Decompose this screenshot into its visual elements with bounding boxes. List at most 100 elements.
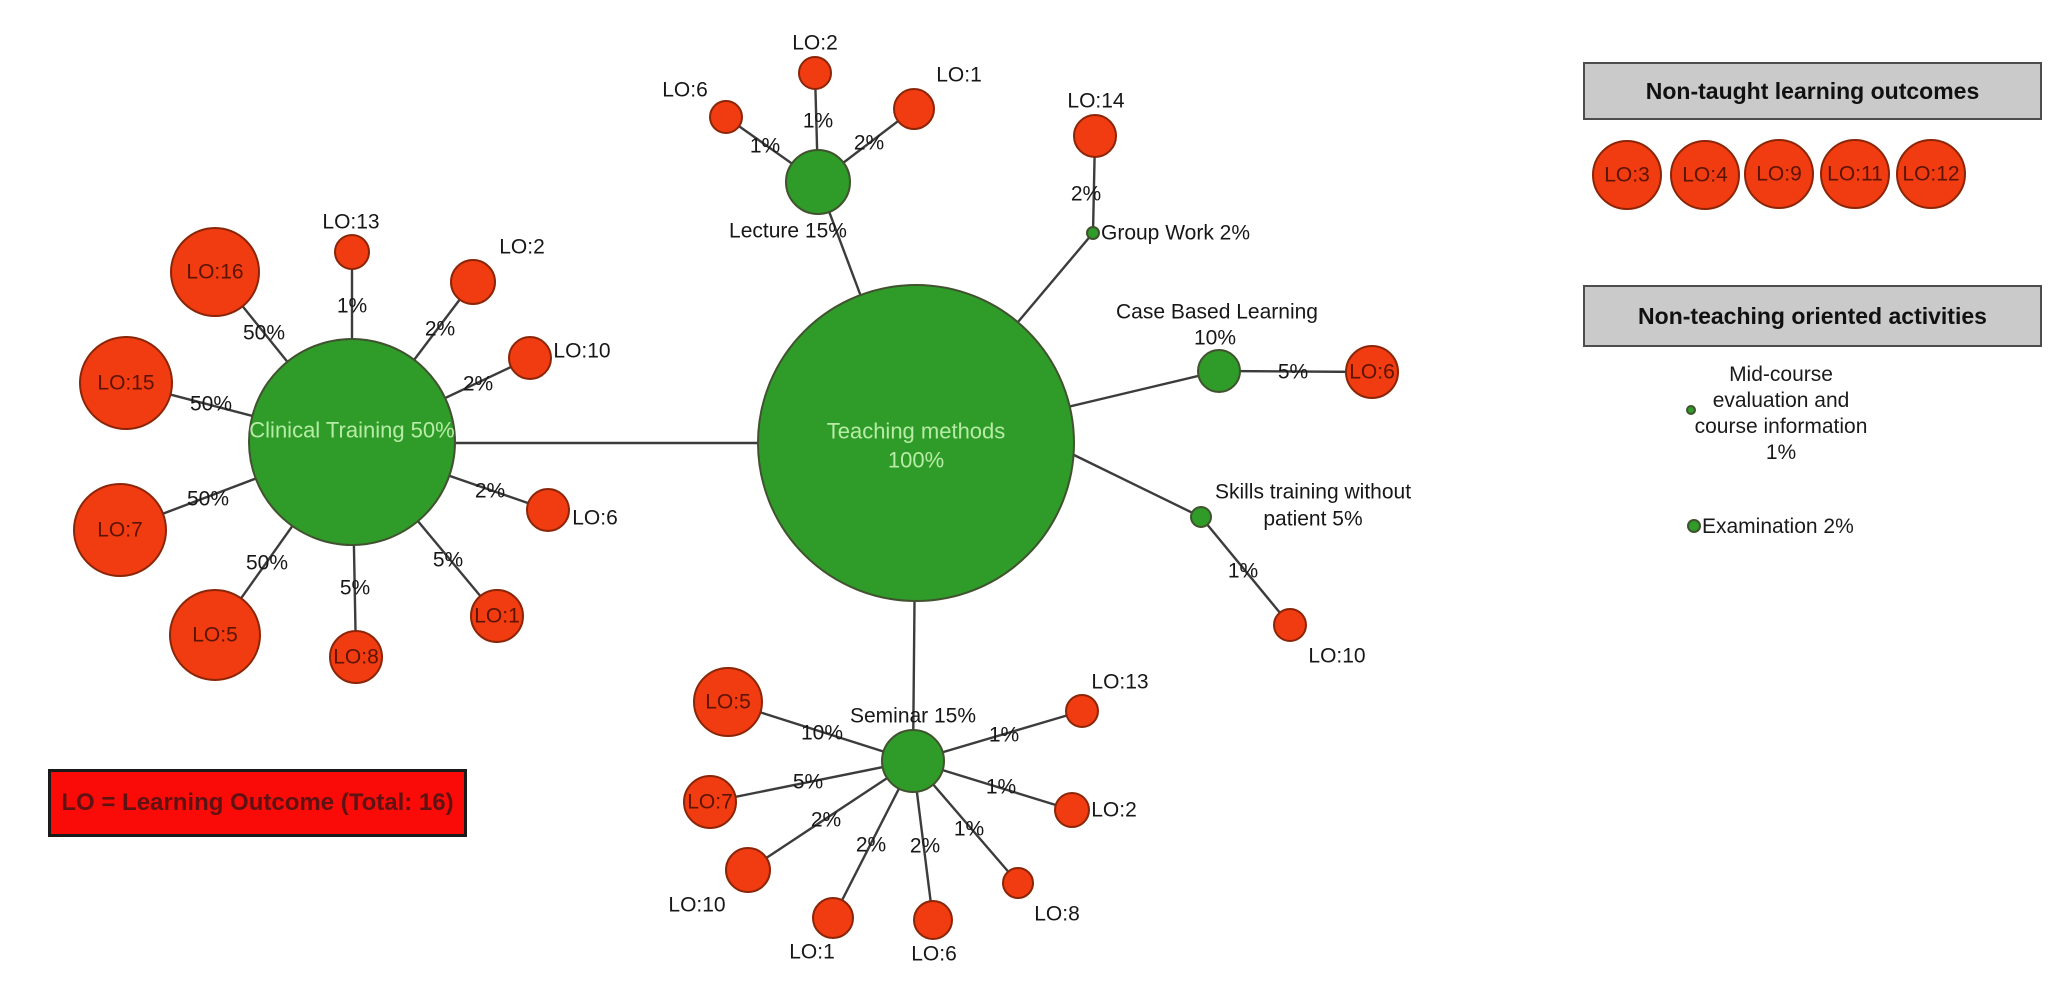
label-inside: LO:5: [705, 691, 751, 714]
label-inside: LO:16: [186, 261, 243, 284]
hub-seminar: [881, 729, 945, 793]
examination-label: Examination 2%: [1702, 515, 1854, 538]
non-taught-legend-box: Non-taught learning outcomes: [1583, 62, 2042, 120]
lo3-legend: [1592, 140, 1662, 210]
lo16-clinical: [170, 227, 260, 317]
hub-case-based-learning: [1197, 349, 1241, 393]
edge-percent-label: 2%: [854, 132, 884, 155]
mid-course-evaluation-label: Mid-course evaluation and course informa…: [1681, 362, 1881, 466]
label-node: LO:6: [662, 79, 708, 102]
lo7-seminar: [683, 775, 737, 829]
label-node: LO:13: [322, 211, 379, 234]
hub-group-work: [1086, 226, 1100, 240]
edge-percent-label: 5%: [340, 577, 370, 600]
label-node: 10%: [1194, 327, 1236, 350]
label-inside: LO:4: [1682, 164, 1728, 187]
label-node: LO:1: [936, 64, 982, 87]
lo13-seminar: [1065, 694, 1099, 728]
label-inside: LO:9: [1756, 163, 1802, 186]
edge-line: [747, 759, 914, 872]
label-node: LO:14: [1067, 90, 1125, 113]
non-teaching-legend-box: Non-teaching oriented activities: [1583, 285, 2042, 347]
edge-percent-label: 2%: [811, 809, 841, 832]
edge-line: [709, 759, 914, 804]
edge-percent-label: 1%: [750, 135, 780, 158]
label-hub: Teaching methods: [827, 419, 1006, 444]
edge-percent-label: 2%: [475, 480, 505, 503]
edge-percent-label: 2%: [425, 318, 455, 341]
lo-key-label: LO = Learning Outcome (Total: 16): [61, 789, 454, 816]
lo1-seminar: [812, 897, 854, 939]
lo4-legend: [1670, 140, 1740, 210]
dot-mid-course: [1686, 405, 1696, 415]
edge-percent-label: 1%: [954, 818, 984, 841]
mid-course-line-3: course information: [1694, 415, 1868, 438]
label-node: patient 5%: [1263, 508, 1362, 531]
label-node: Group Work 2%: [1101, 222, 1250, 245]
hub-lecture: [785, 149, 851, 215]
label-node: LO:10: [668, 894, 725, 917]
label-node: Case Based Learning: [1116, 301, 1318, 324]
label-inside: LO:1: [474, 605, 520, 628]
lo6-seminar: [913, 900, 953, 940]
edge-percent-label: 1%: [1228, 560, 1258, 583]
lo13-clinical: [334, 234, 370, 270]
lo2-lecture: [798, 56, 832, 90]
lo1-clinical: [470, 589, 524, 643]
label-node: LO:8: [1034, 903, 1080, 926]
lo6-lecture: [709, 100, 743, 134]
label-node: LO:10: [1308, 645, 1365, 668]
label-inside: LO:11: [1827, 163, 1883, 186]
lo9-legend: [1744, 139, 1814, 209]
edge-percent-label: 1%: [986, 776, 1016, 799]
lo10-seminar: [725, 847, 771, 893]
lo10-skills: [1273, 608, 1307, 642]
edge-percent-label: 50%: [243, 322, 285, 345]
lo5-clinical: [169, 589, 261, 681]
label-node: LO:6: [911, 943, 957, 966]
lo7-clinical: [73, 483, 167, 577]
label-inside: LO:12: [1902, 163, 1959, 186]
label-node: LO:2: [792, 32, 838, 55]
label-inside: LO:8: [333, 646, 379, 669]
lo8-seminar: [1002, 867, 1034, 899]
label-inside: LO:15: [97, 372, 154, 395]
non-taught-legend-title: Non-taught learning outcomes: [1645, 77, 1980, 104]
lo12-legend: [1896, 139, 1966, 209]
label-inside: LO:7: [687, 791, 733, 814]
lo6-cbl: [1345, 345, 1399, 399]
edge-percent-label: 10%: [801, 722, 843, 745]
lo2-clinical: [450, 259, 496, 305]
hub-skills-training: [1190, 506, 1212, 528]
lo5-seminar: [693, 667, 763, 737]
lo1-lecture: [893, 88, 935, 130]
label-hub: Clinical Training 50%: [249, 418, 454, 443]
edge-percent-label: 1%: [989, 724, 1019, 747]
label-node: LO:2: [499, 236, 545, 259]
edge-percent-label: 2%: [856, 834, 886, 857]
mid-course-line-1: Mid-course: [1729, 363, 1833, 386]
lo11-legend: [1820, 139, 1890, 209]
lo8-clinical: [329, 630, 383, 684]
lo15-clinical: [79, 336, 173, 430]
lo2-seminar: [1054, 792, 1090, 828]
edge-percent-label: 2%: [910, 835, 940, 858]
label-node: LO:13: [1091, 671, 1148, 694]
edge-percent-label: 50%: [246, 552, 288, 575]
label-node: LO:1: [789, 941, 835, 964]
dot-examination: [1687, 519, 1701, 533]
label-inside: LO:5: [192, 624, 238, 647]
lo14-group-work: [1073, 114, 1117, 158]
edge-percent-label: 50%: [187, 488, 229, 511]
label-inside: LO:6: [1349, 361, 1395, 384]
label-node: Lecture 15%: [729, 220, 847, 243]
label-node: LO:10: [553, 340, 610, 363]
edge-percent-label: 5%: [433, 549, 463, 572]
label-node: Skills training without: [1215, 481, 1411, 504]
edge-percent-label: 5%: [1278, 361, 1308, 384]
edge-percent-label: 5%: [793, 771, 823, 794]
edge-percent-label: 2%: [1071, 183, 1101, 206]
label-hub: 100%: [888, 448, 944, 473]
